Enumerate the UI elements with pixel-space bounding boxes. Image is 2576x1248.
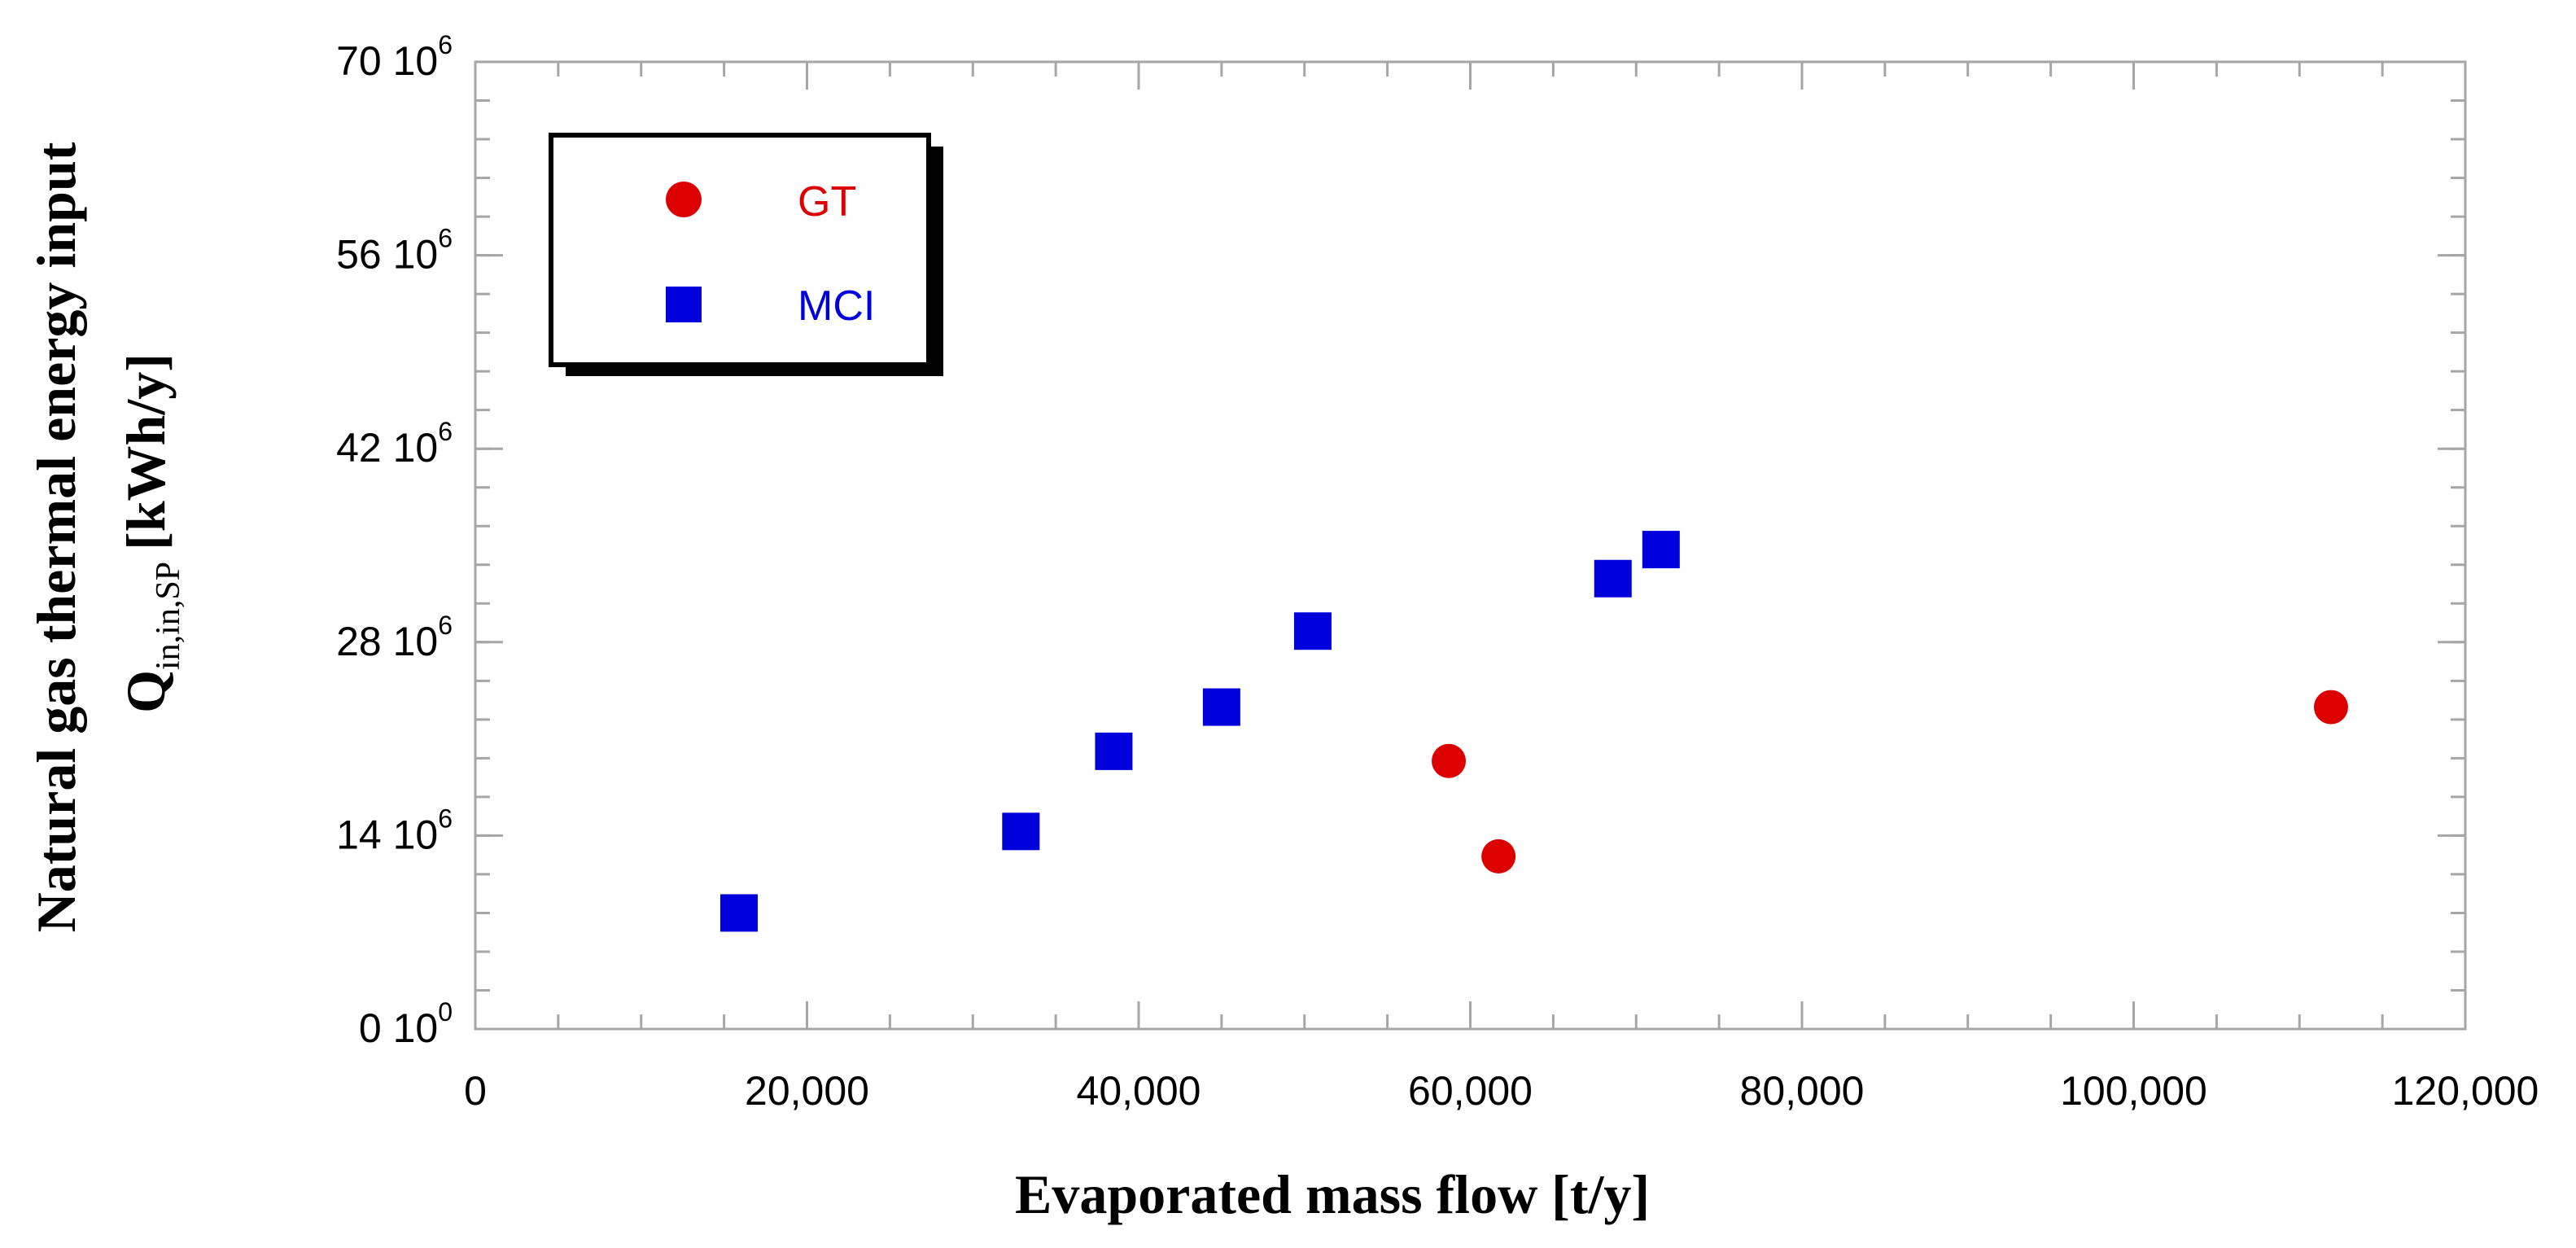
- point-mci: [1202, 688, 1240, 726]
- x-tick-label: 0: [464, 1068, 487, 1114]
- y-tick-label-exponent: 6: [438, 804, 453, 833]
- x-tick-label: 100,000: [2060, 1068, 2207, 1114]
- x-tick-label: 20,000: [745, 1068, 869, 1114]
- point-mci: [1642, 531, 1680, 569]
- y-tick-label: 0 100: [359, 997, 453, 1051]
- y-tick-label: 70 106: [336, 30, 453, 84]
- y-axis-title: Natural gas thermal energy input Qin,in,…: [25, 142, 187, 932]
- y-tick-label-exponent: 6: [438, 611, 453, 640]
- major-ticks: [474, 60, 2467, 1031]
- y-tick-label-base: 0 10: [359, 1005, 438, 1051]
- x-tick-label: 80,000: [1740, 1068, 1865, 1114]
- point-mci: [1293, 612, 1332, 650]
- point-mci: [1594, 559, 1632, 598]
- y-axis-subscript: in,in,SP: [150, 562, 187, 670]
- y-tick-label-exponent: 6: [438, 30, 453, 59]
- y-axis-title-line2: Qin,in,SP [kWh/y]: [115, 353, 187, 713]
- y-tick-label: 56 106: [336, 224, 453, 278]
- y-tick-label-base: 56 10: [336, 232, 438, 278]
- y-tick-label-exponent: 0: [438, 997, 453, 1027]
- legend-label-mci: MCI: [798, 282, 875, 330]
- legend-marker-mci: [666, 287, 702, 322]
- y-tick-label: 42 106: [336, 417, 453, 471]
- point-mci: [719, 894, 758, 932]
- y-tick-label-base: 14 10: [336, 812, 438, 857]
- point-mci: [1002, 812, 1040, 851]
- point-gt: [1481, 839, 1516, 874]
- y-tick-label-exponent: 6: [438, 417, 453, 446]
- legend-marker-gt: [666, 182, 702, 217]
- data-points: [719, 531, 2348, 932]
- y-axis-unit: [kWh/y]: [115, 353, 177, 550]
- x-axis-title: Evaporated mass flow [t/y]: [1015, 1163, 1650, 1225]
- y-tick-label: 28 106: [336, 611, 453, 664]
- y-tick-label-base: 42 10: [336, 425, 438, 471]
- y-axis-symbol: Q: [115, 670, 177, 713]
- legend-label-gt: GT: [798, 178, 856, 226]
- x-tick-label: 60,000: [1408, 1068, 1533, 1114]
- legend: GT MCI: [549, 133, 943, 376]
- y-tick-label-base: 28 10: [336, 619, 438, 664]
- y-tick-label-base: 70 10: [336, 38, 438, 84]
- x-tick-label: 40,000: [1077, 1068, 1201, 1114]
- x-tick-label: 120,000: [2392, 1068, 2539, 1114]
- x-tick-labels: 0 20,000 40,000 60,000 80,000 100,000 120,000: [464, 1068, 2539, 1114]
- y-axis-title-line1: Natural gas thermal energy input: [25, 142, 87, 932]
- y-tick-label: 14 106: [336, 804, 453, 857]
- point-mci: [1095, 732, 1133, 770]
- y-tick-label-exponent: 6: [438, 224, 453, 253]
- point-gt: [1432, 743, 1467, 778]
- point-gt: [2313, 690, 2348, 725]
- legend-box: [549, 133, 931, 367]
